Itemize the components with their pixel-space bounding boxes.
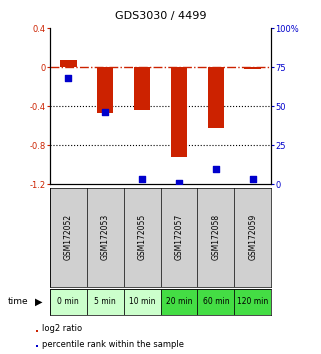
Text: GSM172053: GSM172053	[100, 214, 110, 260]
Bar	[36, 346, 38, 347]
Point	[177, 180, 182, 185]
Text: ▶: ▶	[35, 297, 42, 307]
Text: 60 min: 60 min	[203, 297, 229, 306]
Text: time: time	[8, 297, 29, 306]
Text: GSM172059: GSM172059	[248, 214, 257, 260]
Text: 20 min: 20 min	[166, 297, 192, 306]
Point	[102, 110, 108, 115]
Bar	[87, 289, 124, 315]
Bar	[160, 289, 197, 315]
Bar	[134, 67, 150, 110]
Text: 5 min: 5 min	[94, 297, 116, 306]
Text: GSM172057: GSM172057	[174, 214, 184, 260]
Text: GSM172058: GSM172058	[211, 214, 221, 260]
Bar	[60, 61, 76, 67]
Bar	[245, 67, 261, 69]
Point	[213, 166, 218, 171]
Text: percentile rank within the sample: percentile rank within the sample	[42, 339, 184, 349]
Text: GDS3030 / 4499: GDS3030 / 4499	[115, 11, 206, 21]
Bar	[97, 67, 113, 113]
Bar	[124, 289, 160, 315]
Bar	[208, 67, 224, 128]
Text: 10 min: 10 min	[129, 297, 155, 306]
Point	[250, 177, 256, 182]
Text: GSM172055: GSM172055	[137, 214, 147, 260]
Bar	[197, 289, 234, 315]
Point	[140, 177, 145, 182]
Text: 120 min: 120 min	[237, 297, 268, 306]
Text: log2 ratio: log2 ratio	[42, 324, 82, 333]
Bar	[234, 289, 271, 315]
Text: 0 min: 0 min	[57, 297, 79, 306]
Text: GSM172052: GSM172052	[64, 214, 73, 260]
Bar	[36, 330, 38, 332]
Point	[66, 75, 71, 81]
Bar	[171, 67, 187, 157]
Bar	[50, 289, 87, 315]
